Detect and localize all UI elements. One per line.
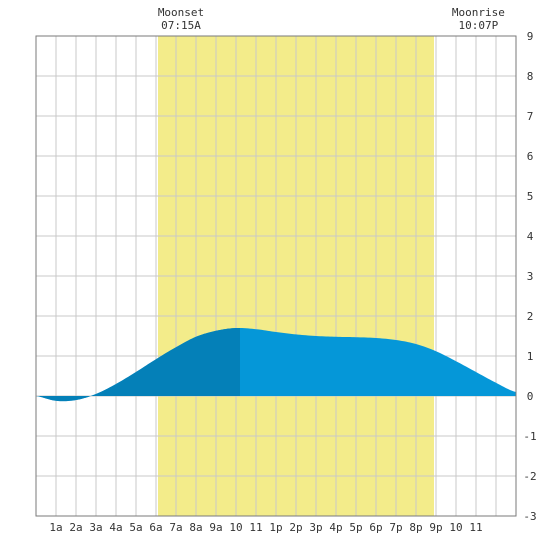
- x-tick-label: 11: [249, 521, 262, 534]
- x-tick-label: 2a: [69, 521, 82, 534]
- y-tick-label: 1: [527, 350, 534, 363]
- y-tick-label: 5: [527, 190, 534, 203]
- tide-area-layer: [36, 327, 516, 402]
- y-tick-label: 3: [527, 270, 534, 283]
- y-tick-label: 7: [527, 110, 534, 123]
- x-tick-label: 1a: [49, 521, 62, 534]
- moon-event-time: 10:07P: [459, 19, 499, 32]
- tide-area-shaded: [36, 327, 240, 402]
- x-tick-label: 10: [229, 521, 242, 534]
- y-tick-label: -1: [523, 430, 536, 443]
- x-tick-label: 9a: [209, 521, 222, 534]
- x-tick-label: 5p: [349, 521, 362, 534]
- x-tick-label: 4p: [329, 521, 342, 534]
- x-tick-label: 11: [469, 521, 482, 534]
- x-tick-label: 9p: [429, 521, 442, 534]
- y-tick-label: 6: [527, 150, 534, 163]
- x-tick-label: 5a: [129, 521, 142, 534]
- y-tick-label: 0: [527, 390, 534, 403]
- x-tick-label: 3p: [309, 521, 322, 534]
- x-tick-label: 10: [449, 521, 462, 534]
- y-tick-label: -2: [523, 470, 536, 483]
- grid-layer: [36, 36, 516, 516]
- x-tick-label: 8p: [409, 521, 422, 534]
- y-tick-labels: 9 8 7 6 5 4 3 2 1 0 -1 -2 -3: [523, 30, 536, 523]
- x-tick-label: 7p: [389, 521, 402, 534]
- x-tick-label: 4a: [109, 521, 122, 534]
- x-tick-labels: 1a 2a 3a 4a 5a 6a 7a 8a 9a 10 11 1p 2p 3p 4p 5p 6p 7p 8p 9p…: [49, 521, 482, 534]
- y-tick-label: 4: [527, 230, 534, 243]
- y-tick-label: 9: [527, 30, 534, 43]
- x-tick-label: 6p: [369, 521, 382, 534]
- x-tick-label: 3a: [89, 521, 102, 534]
- y-tick-label: -3: [523, 510, 536, 523]
- moon-event-label: Moonset: [158, 6, 204, 19]
- y-tick-label: 8: [527, 70, 534, 83]
- y-tick-label: 2: [527, 310, 534, 323]
- x-tick-label: 8a: [189, 521, 202, 534]
- plot-frame: [35, 35, 517, 517]
- moon-event-label: Moonrise: [452, 6, 505, 19]
- moon-event-time: 07:15A: [161, 19, 201, 32]
- x-tick-label: 1p: [269, 521, 282, 534]
- x-tick-label: 6a: [149, 521, 162, 534]
- x-tick-label: 7a: [169, 521, 182, 534]
- x-tick-label: 2p: [289, 521, 302, 534]
